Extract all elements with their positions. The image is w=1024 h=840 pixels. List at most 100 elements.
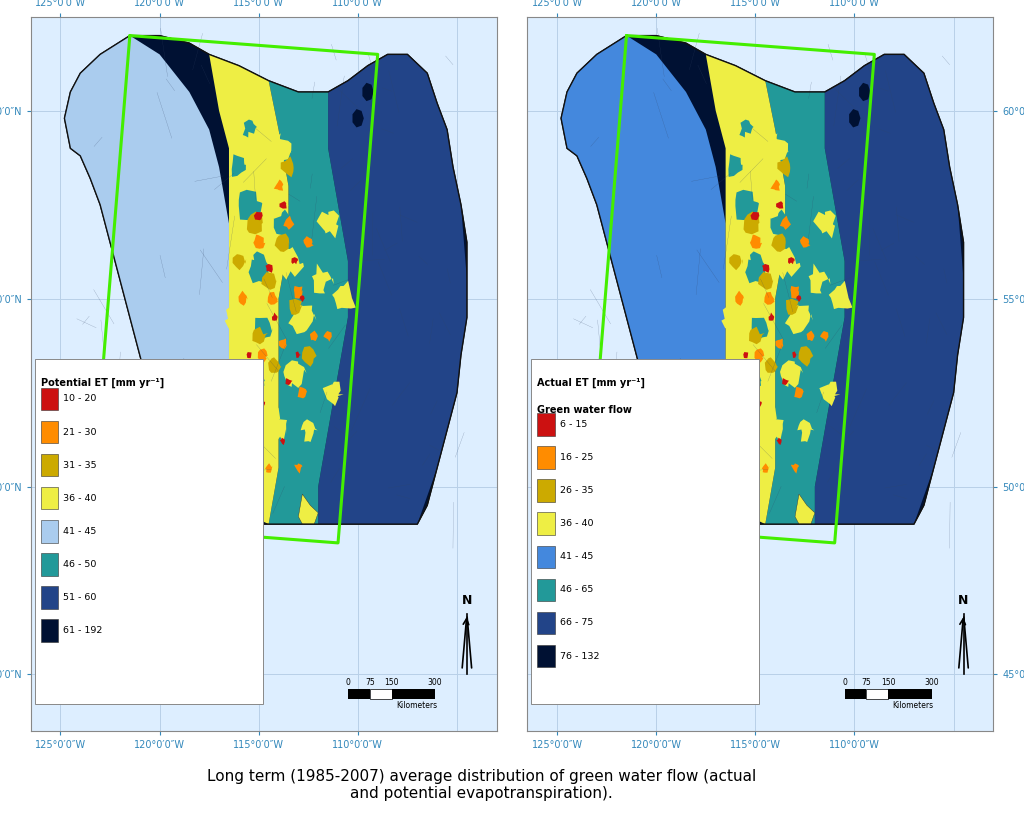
Text: 10 - 20: 10 - 20	[63, 395, 97, 403]
Polygon shape	[244, 461, 253, 474]
Polygon shape	[776, 438, 781, 445]
Polygon shape	[809, 264, 830, 293]
Text: 75: 75	[861, 679, 871, 687]
Text: 300: 300	[925, 679, 939, 687]
Text: Kilometers: Kilometers	[893, 701, 934, 710]
Polygon shape	[561, 35, 745, 524]
Polygon shape	[786, 299, 800, 315]
Polygon shape	[251, 406, 259, 418]
Text: 41 - 45: 41 - 45	[560, 553, 594, 561]
Text: 46 - 50: 46 - 50	[63, 559, 97, 569]
Polygon shape	[273, 180, 284, 191]
Polygon shape	[765, 357, 778, 373]
Polygon shape	[268, 357, 282, 373]
Polygon shape	[815, 55, 964, 524]
Bar	[538, 446, 555, 469]
Polygon shape	[239, 190, 262, 220]
Polygon shape	[302, 346, 316, 367]
Polygon shape	[284, 216, 294, 230]
Polygon shape	[289, 303, 316, 334]
Bar	[41, 388, 58, 410]
Polygon shape	[254, 212, 263, 220]
Polygon shape	[758, 271, 773, 290]
Polygon shape	[774, 247, 801, 280]
Polygon shape	[261, 271, 276, 290]
Polygon shape	[268, 81, 348, 524]
Polygon shape	[253, 234, 265, 249]
Polygon shape	[775, 339, 783, 349]
Bar	[370, 689, 391, 699]
Polygon shape	[755, 349, 764, 362]
Polygon shape	[764, 292, 775, 305]
Polygon shape	[324, 331, 332, 342]
Text: 61 - 192: 61 - 192	[63, 626, 102, 635]
Bar	[538, 413, 555, 436]
Polygon shape	[284, 360, 306, 388]
Polygon shape	[231, 155, 246, 177]
Polygon shape	[265, 463, 272, 473]
Text: 76 - 132: 76 - 132	[560, 652, 600, 660]
Polygon shape	[274, 234, 290, 252]
Bar	[538, 645, 555, 667]
Polygon shape	[247, 212, 263, 234]
Polygon shape	[820, 331, 828, 342]
Text: 16 - 25: 16 - 25	[560, 453, 594, 462]
Polygon shape	[740, 461, 750, 474]
Polygon shape	[733, 222, 760, 260]
Polygon shape	[791, 286, 800, 298]
Polygon shape	[239, 291, 248, 306]
Polygon shape	[706, 55, 785, 524]
Polygon shape	[828, 281, 852, 309]
Bar	[41, 454, 58, 476]
Polygon shape	[298, 494, 318, 524]
Polygon shape	[749, 284, 771, 315]
Text: Kilometers: Kilometers	[396, 701, 437, 710]
Polygon shape	[298, 386, 307, 398]
Polygon shape	[294, 286, 303, 298]
Polygon shape	[728, 155, 742, 177]
Polygon shape	[769, 134, 788, 160]
Polygon shape	[766, 419, 783, 445]
Polygon shape	[332, 281, 355, 309]
Polygon shape	[316, 211, 339, 239]
Polygon shape	[795, 386, 804, 398]
Polygon shape	[279, 381, 299, 406]
Polygon shape	[259, 396, 281, 425]
Polygon shape	[260, 401, 265, 407]
Polygon shape	[272, 134, 292, 160]
Polygon shape	[780, 216, 791, 230]
Polygon shape	[279, 339, 287, 349]
Polygon shape	[785, 303, 813, 334]
Polygon shape	[252, 454, 257, 459]
Polygon shape	[294, 330, 314, 359]
Polygon shape	[800, 236, 810, 248]
Polygon shape	[264, 191, 289, 218]
Polygon shape	[296, 351, 301, 358]
Polygon shape	[721, 307, 742, 334]
Polygon shape	[807, 330, 814, 341]
Polygon shape	[286, 268, 302, 291]
Polygon shape	[775, 381, 796, 406]
Polygon shape	[312, 264, 334, 293]
Polygon shape	[224, 307, 246, 334]
Polygon shape	[798, 419, 814, 442]
Polygon shape	[819, 381, 841, 407]
Polygon shape	[745, 250, 767, 283]
Polygon shape	[748, 406, 756, 418]
Polygon shape	[788, 257, 795, 265]
Polygon shape	[80, 366, 90, 389]
Polygon shape	[797, 295, 802, 302]
Polygon shape	[782, 268, 799, 291]
Polygon shape	[782, 378, 790, 385]
Text: 150: 150	[881, 679, 895, 687]
Bar	[538, 480, 555, 502]
Polygon shape	[813, 211, 836, 239]
Polygon shape	[744, 433, 767, 459]
Polygon shape	[561, 35, 964, 524]
Text: 75: 75	[365, 679, 375, 687]
Polygon shape	[743, 212, 760, 234]
Polygon shape	[300, 295, 305, 302]
Text: N: N	[462, 594, 472, 606]
Bar	[41, 586, 58, 609]
Polygon shape	[741, 368, 762, 395]
